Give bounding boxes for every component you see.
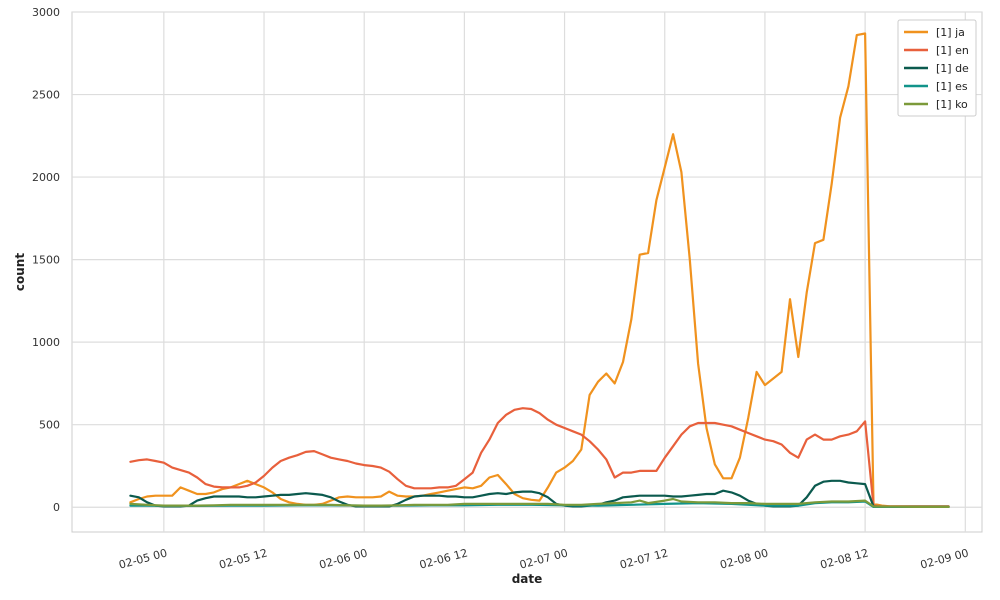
x-tick-label: 02-06 00 [318,546,369,571]
grid-lines [72,11,982,532]
x-tick-label: 02-09 00 [919,546,970,571]
legend-label: [1] es [936,80,968,93]
y-tick-label: 2500 [32,89,60,102]
y-axis-label: count [13,253,27,291]
x-tick-label: 02-08 00 [719,546,770,571]
legend-label: [1] ja [936,26,965,39]
series-line-1-en [129,407,950,508]
y-tick-label: 1500 [32,254,60,267]
x-axis-ticks: 02-05 00 02-05 12 02-06 00 02-06 12 02-07 00… [117,546,970,571]
y-tick-label: 1000 [32,336,60,349]
legend: [1] ja [1] en [1] de [1] es [1] ko [897,19,977,117]
legend-label: [1] en [936,44,969,57]
x-axis-label: date [512,572,543,586]
y-tick-label: 0 [53,501,60,514]
x-tick-label: 02-07 00 [518,546,569,571]
legend-label: [1] de [936,62,969,75]
x-tick-label: 02-05 00 [117,546,168,571]
series-line-1-ko [129,497,950,508]
series-layer [129,32,950,508]
x-tick-label: 02-07 12 [618,546,669,571]
legend-label: [1] ko [936,98,968,111]
x-tick-label: 02-05 12 [218,546,269,571]
x-tick-label: 02-08 12 [819,546,870,571]
plot-area [71,11,983,533]
y-tick-label: 500 [39,419,60,432]
series-line-1-de [129,479,950,508]
series-line-1-ja [129,32,950,508]
legend-box [897,19,977,117]
y-axis-ticks: 0 500 1000 1500 2000 2500 3000 [32,6,60,514]
x-tick-label: 02-06 12 [418,546,469,571]
y-tick-label: 2000 [32,171,60,184]
y-tick-label: 3000 [32,6,60,19]
